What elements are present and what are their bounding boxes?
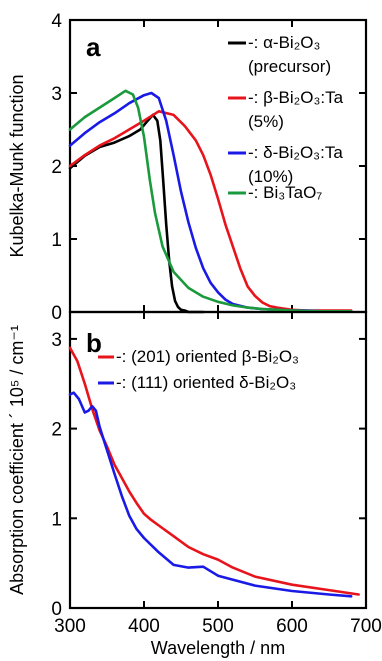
y-tick-label: 2 (51, 157, 62, 178)
panel-b-series (68, 346, 360, 598)
x-tick-label: 600 (276, 616, 308, 637)
series-line-a-2 (68, 91, 353, 313)
panel-a-legend: -: α-Bi₂O₃ (precursor) -: β-Bi₂O₃:Ta (5%) -:… (228, 33, 344, 202)
y-tick-label: 2 (51, 420, 62, 441)
x-tick-label: 500 (202, 616, 234, 637)
panel-a-ticks: 0 1 2 3 4 (51, 11, 367, 324)
series-line-a-0 (68, 113, 205, 314)
panel-b-legend: -: (201) oriented β-Bi₂O₃ -: (111) orient… (98, 347, 299, 392)
panel-b-letter: b (86, 328, 102, 358)
legend-label-a-1: -: β-Bi₂O₃:Ta (248, 88, 344, 107)
panel-a-series (68, 89, 353, 314)
x-tick-labels: 300 400 500 600 700 (54, 616, 382, 637)
panel-a: 0 1 2 3 4 a -: α-Bi₂O₃ (precursor) -: β-Bi₂O₃:… (51, 11, 368, 324)
x-axis-title: Wavelength / nm (151, 638, 285, 658)
legend-label-a-1: (5%) (248, 112, 284, 131)
legend-label-a-0: -: α-Bi₂O₃ (248, 33, 320, 52)
x-tick-label: 700 (350, 616, 382, 637)
legend-label-b-1: -: (111) oriented δ-Bi₂O₃ (116, 373, 296, 392)
y-tick-label: 0 (51, 303, 62, 324)
panel-b: 0 1 2 3 b -: (201) oriented β-Bi₂O₃ -: (111)… (51, 310, 368, 620)
series-line-a-3 (68, 89, 353, 313)
series-line-b-1 (68, 391, 353, 598)
x-tick-label: 400 (128, 616, 160, 637)
y-axis-title-a: Kubelka-Munk function (7, 74, 27, 257)
y-axis-title-b: Absorption coefficient ´ 10⁵ / cm⁻¹ (7, 325, 27, 595)
y-tick-label: 1 (51, 509, 62, 530)
y-tick-label: 4 (51, 11, 62, 32)
y-tick-label: 0 (51, 599, 62, 620)
legend-label-a-0: (precursor) (248, 57, 331, 76)
legend-label-a-2: -: δ-Bi₂O₃:Ta (248, 143, 343, 162)
series-line-b-0 (68, 346, 360, 596)
y-tick-label: 3 (51, 330, 62, 351)
legend-label-a-3: -: Bi₃TaO₇ (248, 183, 322, 202)
x-tick-label: 300 (54, 616, 86, 637)
y-tick-label: 3 (51, 84, 62, 105)
panel-a-letter: a (86, 32, 101, 62)
y-tick-label: 1 (51, 230, 62, 251)
legend-label-a-2: (10%) (248, 167, 293, 186)
legend-label-b-0: -: (201) oriented β-Bi₂O₃ (116, 347, 299, 366)
panel-b-ticks: 0 1 2 3 (51, 312, 367, 620)
